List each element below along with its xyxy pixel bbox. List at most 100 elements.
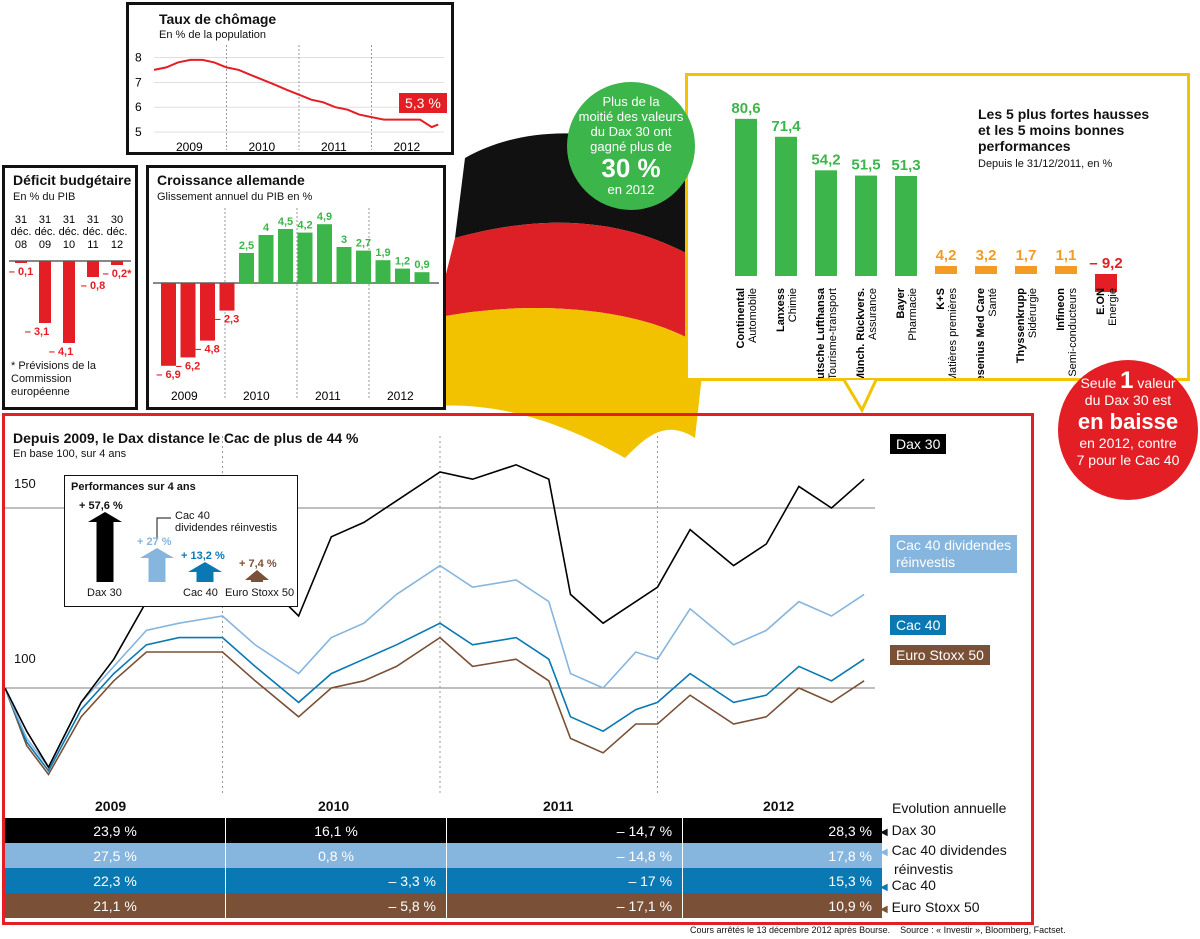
company-label: Lanxess — [775, 288, 787, 332]
bar-value-label: – 0,8 — [81, 280, 105, 292]
category-label-day: 31 — [87, 214, 99, 226]
table-year-2009: 2009 — [95, 798, 127, 814]
table-cell: 23,9 % — [5, 818, 226, 843]
bar-value-label: 54,2 — [811, 151, 840, 168]
sector-label: Energie — [1107, 288, 1119, 326]
bar-value-label: 4 — [263, 222, 270, 234]
legend-stoxx-tag: Euro Stoxx 50 — [890, 645, 990, 665]
category-label-day: 31 — [63, 214, 75, 226]
y-tick-label: 6 — [135, 100, 142, 114]
category-label-year: 08 — [15, 239, 27, 251]
table-cell: – 17 % — [446, 868, 684, 893]
bar-value-label: – 4,1 — [49, 346, 73, 358]
bar-value-label: – 6,9 — [156, 369, 180, 381]
euro-stoxx-50-line — [5, 636, 865, 776]
main-subtitle: En base 100, sur 4 ans — [13, 448, 127, 460]
performers-subtitle: Depuis le 31/12/2011, en % — [978, 158, 1113, 170]
dax-30-line — [5, 463, 865, 769]
red-bubble-word: Seule — [1080, 375, 1117, 391]
sector-label: Automobile — [747, 288, 759, 343]
inset-box: Performances sur 4 ans Cac 40 dividendes… — [64, 475, 298, 607]
bar — [219, 283, 235, 311]
company-label: Thyssenkrupp — [1015, 288, 1027, 363]
bar — [87, 261, 99, 277]
y-tick-label: 8 — [135, 50, 142, 64]
bar — [317, 224, 332, 283]
row-label-cacdiv-text-1: Cac 40 dividendes — [891, 842, 1007, 858]
performers-panel: Les 5 plus fortes hausses et les 5 moins… — [685, 73, 1190, 381]
bar-value-label: – 9,2 — [1089, 255, 1122, 272]
bar — [180, 283, 196, 358]
bar-value-label: 4,2 — [297, 220, 312, 232]
sector-label: Matières premières — [947, 288, 959, 378]
bar-value-label: 3,2 — [976, 247, 997, 264]
green-bubble-line-5: en 2012 — [607, 182, 655, 197]
bar-value-label: 51,3 — [891, 157, 920, 174]
row-label-cacdiv: ◀ Cac 40 dividendes réinvestis — [880, 842, 1007, 877]
bar — [111, 261, 123, 265]
red-bubble-word-2: valeur — [1137, 375, 1176, 391]
evolution-table: 23,9 % 16,1 % – 14,7 % 28,3 % 27,5 % 0,8… — [5, 818, 883, 918]
bar-value-label: – 4,8 — [195, 344, 219, 356]
table-year-2012: 2012 — [763, 798, 795, 814]
red-bubble-line-1: Seule 1 valeur — [1058, 369, 1198, 393]
inset-label-dax: Dax 30 — [87, 587, 122, 599]
company-label: K+S — [935, 288, 947, 310]
unemployment-panel: Taux de chômage En % de la population 8 7… — [126, 2, 454, 155]
deficit-title: Déficit budgétaire — [13, 172, 132, 188]
bar-value-label: 2,7 — [356, 238, 371, 250]
sector-label: Pharmacie — [907, 288, 919, 341]
bar — [775, 136, 797, 276]
unemployment-line — [153, 58, 439, 129]
table-year-2010: 2010 — [318, 798, 350, 814]
bar — [200, 283, 215, 341]
bar-value-label: 71,4 — [771, 118, 801, 135]
category-label-day: 31 — [15, 214, 27, 226]
row-label-stoxx-text: Euro Stoxx 50 — [891, 899, 980, 915]
main-chart-panel: Depuis 2009, le Dax distance le Cac de p… — [2, 413, 1034, 925]
green-bubble-line-3: du Dax 30 ont — [590, 124, 672, 139]
y-tick-label: 7 — [135, 75, 142, 89]
arrow-cac-div — [140, 548, 174, 582]
deficit-panel: Déficit budgétaire En % du PIB 31 déc. 08–… — [2, 165, 138, 410]
bar-value-label: 0,9 — [414, 259, 429, 271]
table-row: 23,9 % 16,1 % – 14,7 % 28,3 % — [5, 818, 883, 843]
green-bubble-line-4: gagné plus de — [590, 139, 672, 154]
bar-value-label: 1,9 — [375, 247, 390, 259]
y-tick-label: 5 — [135, 125, 142, 139]
category-label-month: déc. — [59, 226, 80, 238]
main-tick-150: 150 — [14, 476, 36, 491]
bar-value-label: – 2,3 — [215, 314, 239, 326]
bar-value-label: 1,1 — [1056, 247, 1077, 264]
bar-value-label: 4,5 — [278, 216, 293, 228]
bar — [855, 175, 877, 276]
green-bubble: Plus de la moitié des valeurs du Dax 30 … — [567, 82, 695, 210]
legend-dax-tag: Dax 30 — [890, 434, 947, 454]
table-cell: 10,9 % — [682, 893, 883, 918]
legend-cacdiv-line-1: Cac 40 dividendes — [896, 537, 1012, 553]
deficit-subtitle: En % du PIB — [13, 191, 76, 203]
performers-title: Les 5 plus fortes hausses et les 5 moins… — [978, 106, 1150, 154]
table-cell: 28,3 % — [682, 818, 883, 843]
inset-note-2: dividendes réinvestis — [175, 522, 278, 534]
legend-cacdiv-tag: Cac 40 dividendes réinvestis — [890, 535, 1018, 573]
footer-source: Cours arrêtés le 13 décembre 2012 après … — [690, 925, 1066, 935]
bar-value-label: 51,5 — [851, 157, 880, 174]
category-label-month: déc. — [35, 226, 56, 238]
bar — [39, 261, 51, 323]
table-cell: – 3,3 % — [225, 868, 447, 893]
table-cell: 17,8 % — [682, 843, 883, 868]
x-tick-label: 2011 — [315, 389, 341, 403]
table-row: 22,3 % – 3,3 % – 17 % 15,3 % — [5, 868, 883, 893]
unemployment-callout: 5,3 % — [399, 93, 447, 113]
inset-label-cac: Cac 40 — [183, 587, 218, 599]
bar-value-label: – 6,2 — [176, 360, 200, 372]
bar — [735, 118, 757, 276]
bar-value-label: 4,2 — [936, 247, 957, 264]
performers-chart: 80,6 Continental Automobile 71,4 Lanxess Chim… — [731, 100, 1122, 378]
table-year-2011: 2011 — [543, 798, 574, 814]
row-label-dax-text: Dax 30 — [891, 822, 936, 838]
growth-title: Croissance allemande — [157, 172, 305, 188]
x-tick-label: 2012 — [387, 389, 414, 403]
company-label: Münch. Rückvers. — [855, 288, 867, 378]
